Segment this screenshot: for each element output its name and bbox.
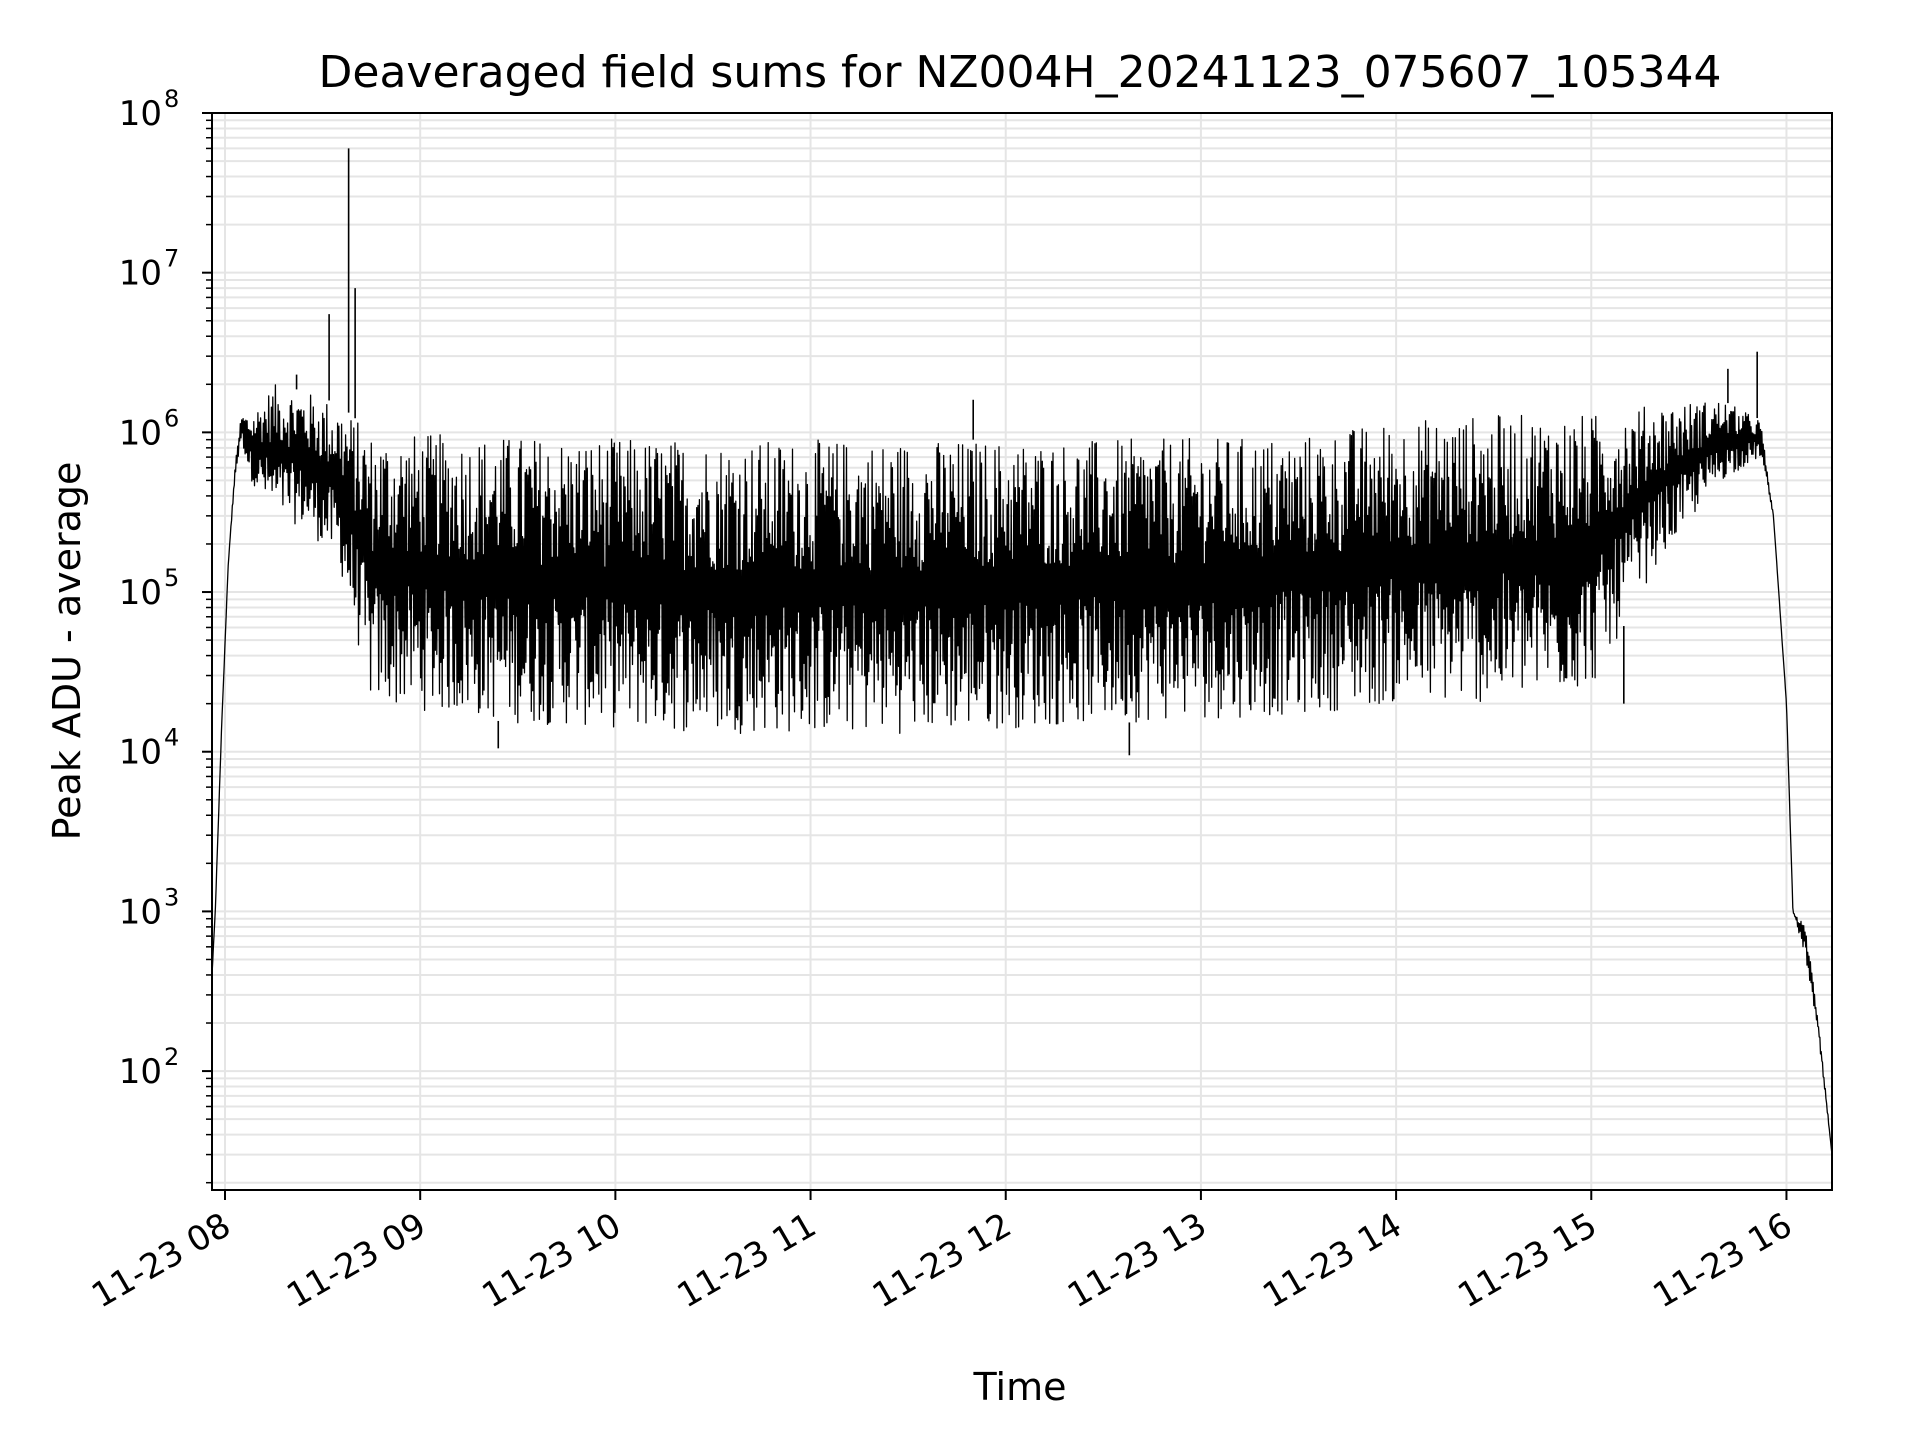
plot-area — [211, 148, 1833, 1155]
y-tick-label: 10 — [119, 573, 162, 613]
y-tick-exponent: 4 — [164, 724, 179, 752]
y-tick-exponent: 6 — [164, 404, 179, 432]
y-tick-exponent: 5 — [164, 564, 179, 592]
y-tick-exponent: 2 — [164, 1043, 179, 1071]
plot-frame — [211, 112, 1833, 1191]
y-axis-label: Peak ADU - average — [45, 462, 89, 841]
y-tick-label: 10 — [119, 1052, 162, 1092]
series-line — [211, 384, 1833, 1155]
grid — [212, 112, 1832, 1190]
y-tick-label: 10 — [119, 733, 162, 773]
y-tick-exponent: 3 — [164, 883, 179, 911]
y-tick-exponent: 8 — [164, 85, 179, 113]
y-tick-label: 10 — [119, 254, 162, 294]
chart-title: Deaveraged field sums for NZ004H_2024112… — [319, 47, 1722, 98]
y-tick-label: 10 — [119, 413, 162, 453]
y-tick-label: 10 — [119, 94, 162, 134]
y-tick-label: 10 — [119, 892, 162, 932]
x-axis-label: Time — [973, 1365, 1067, 1409]
y-tick-exponent: 7 — [164, 245, 179, 273]
